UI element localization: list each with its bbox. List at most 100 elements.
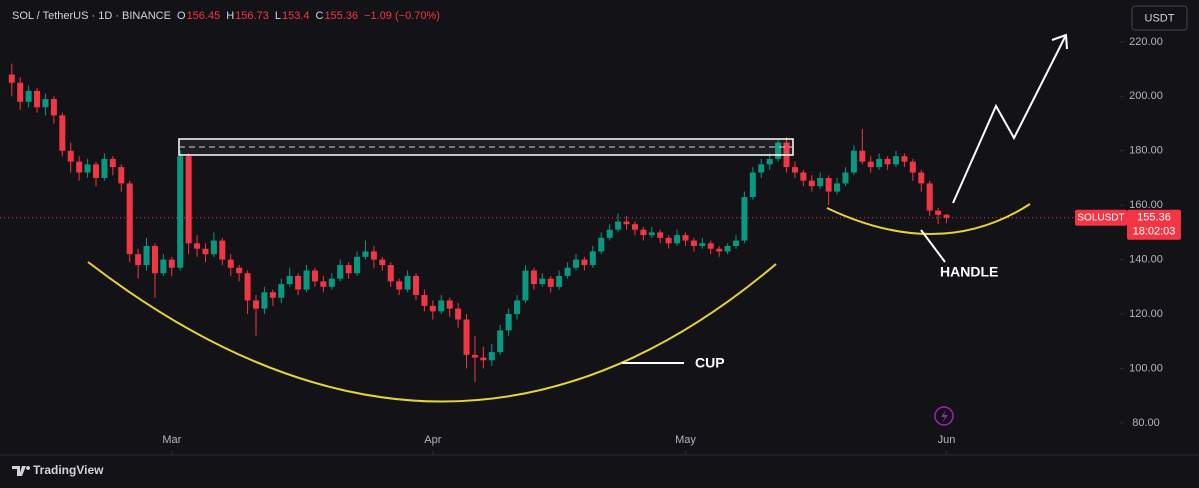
candle-body: [556, 275, 563, 287]
candle-body: [379, 259, 386, 266]
candle-body: [210, 240, 217, 255]
candle-body: [50, 99, 57, 116]
candle-body: [589, 251, 596, 266]
candle-body: [278, 284, 285, 298]
ohlc-key: H: [226, 10, 234, 22]
candle-body: [303, 270, 310, 290]
countdown: 18:02:03: [1133, 226, 1176, 238]
candle-body: [775, 142, 782, 159]
x-tick-label: May: [675, 434, 696, 446]
candle-body: [935, 210, 942, 215]
candle-body: [396, 281, 403, 290]
candle-body: [337, 265, 344, 279]
projection-arrow: [952, 34, 1067, 204]
y-tick-label: 200.00: [1129, 90, 1163, 102]
brand-name: TradingView: [33, 463, 104, 477]
candle-body: [842, 172, 849, 184]
candle-body: [143, 246, 150, 266]
candle-body: [328, 278, 335, 287]
candle-body: [893, 156, 899, 165]
candle-body: [800, 172, 807, 181]
candle-body: [497, 330, 504, 353]
symbol-tag: SOLUSDT: [1077, 212, 1124, 223]
candle-body: [269, 292, 276, 298]
candle-body: [135, 254, 142, 266]
candle-body: [665, 237, 672, 244]
y-tick-label: 140.00: [1129, 254, 1163, 266]
candle-body: [227, 259, 234, 268]
candle-body: [84, 164, 91, 173]
cup-curve: [87, 261, 777, 403]
candle-body: [160, 259, 167, 274]
last-price-tag-bg: [1127, 209, 1181, 240]
ohlc-key: C: [315, 10, 323, 22]
candle-body: [808, 180, 815, 187]
candle-body: [876, 158, 883, 168]
ohlc-value: 153.4: [282, 10, 310, 22]
candle-body: [253, 300, 259, 309]
candle-body: [202, 248, 209, 255]
candle-body: [716, 248, 723, 252]
candle-body: [404, 275, 411, 290]
y-tick-label: 160.00: [1129, 199, 1163, 211]
candle-body: [236, 267, 243, 274]
ohlc-key: O: [177, 10, 186, 22]
candle-body: [943, 214, 950, 218]
y-tick-label: 180.00: [1129, 145, 1163, 157]
candle-body: [261, 292, 268, 309]
candle-body: [741, 197, 748, 241]
ohlc-change: −1.09 (−0.70%): [364, 10, 440, 22]
candle-body: [581, 259, 588, 266]
candle-body: [168, 259, 175, 268]
candle-body: [631, 224, 638, 230]
candle-body: [505, 314, 512, 331]
candle-body: [615, 221, 622, 230]
symbol-tag-bg: [1075, 209, 1127, 226]
ohlc-key: L: [275, 10, 281, 22]
y-tick-label: 80.00: [1132, 417, 1160, 429]
event-icon[interactable]: [934, 406, 954, 426]
ohlc-value: 156.73: [235, 10, 269, 22]
candle-body: [354, 256, 361, 274]
candle-body: [463, 319, 470, 355]
candle-body: [286, 275, 293, 285]
candle-body: [514, 300, 521, 315]
candle-body: [918, 172, 925, 184]
candle-body: [926, 183, 933, 211]
candle-body: [446, 300, 453, 309]
candle-body: [758, 164, 765, 173]
candle-body: [648, 232, 655, 236]
candle-body: [76, 161, 83, 173]
candle-body: [480, 357, 487, 361]
candle-body: [67, 150, 74, 162]
candle-body: [177, 156, 184, 268]
handle-curve: [826, 203, 1031, 236]
candle-body: [834, 183, 841, 192]
y-tick-label: 120.00: [1129, 308, 1163, 320]
candle-body: [707, 243, 714, 249]
candle-body: [623, 221, 630, 225]
candle-body: [151, 246, 158, 274]
candle-body: [126, 183, 133, 255]
candle-body: [8, 74, 15, 83]
candle-body: [598, 237, 605, 252]
candle-body: [766, 158, 773, 165]
candle-body: [413, 275, 419, 295]
cup-label: CUP: [695, 355, 725, 371]
candle-body: [657, 232, 664, 238]
currency-button[interactable]: [1131, 5, 1188, 31]
ohlc-value: 155.36: [324, 10, 358, 22]
candle-body: [244, 273, 251, 301]
currency-button-label[interactable]: USDT: [1145, 12, 1175, 24]
candle-body: [859, 150, 866, 162]
candle-body: [471, 354, 478, 358]
event-icon-bolt: [941, 410, 948, 423]
candle-body: [674, 235, 681, 244]
candle-body: [311, 270, 318, 282]
symbol-title: SOL / TetherUS · 1D · BINANCE: [12, 10, 171, 22]
candle-body: [362, 251, 369, 257]
brand-logo: [12, 466, 31, 476]
candle-body: [690, 240, 697, 247]
candle-body: [530, 270, 537, 285]
